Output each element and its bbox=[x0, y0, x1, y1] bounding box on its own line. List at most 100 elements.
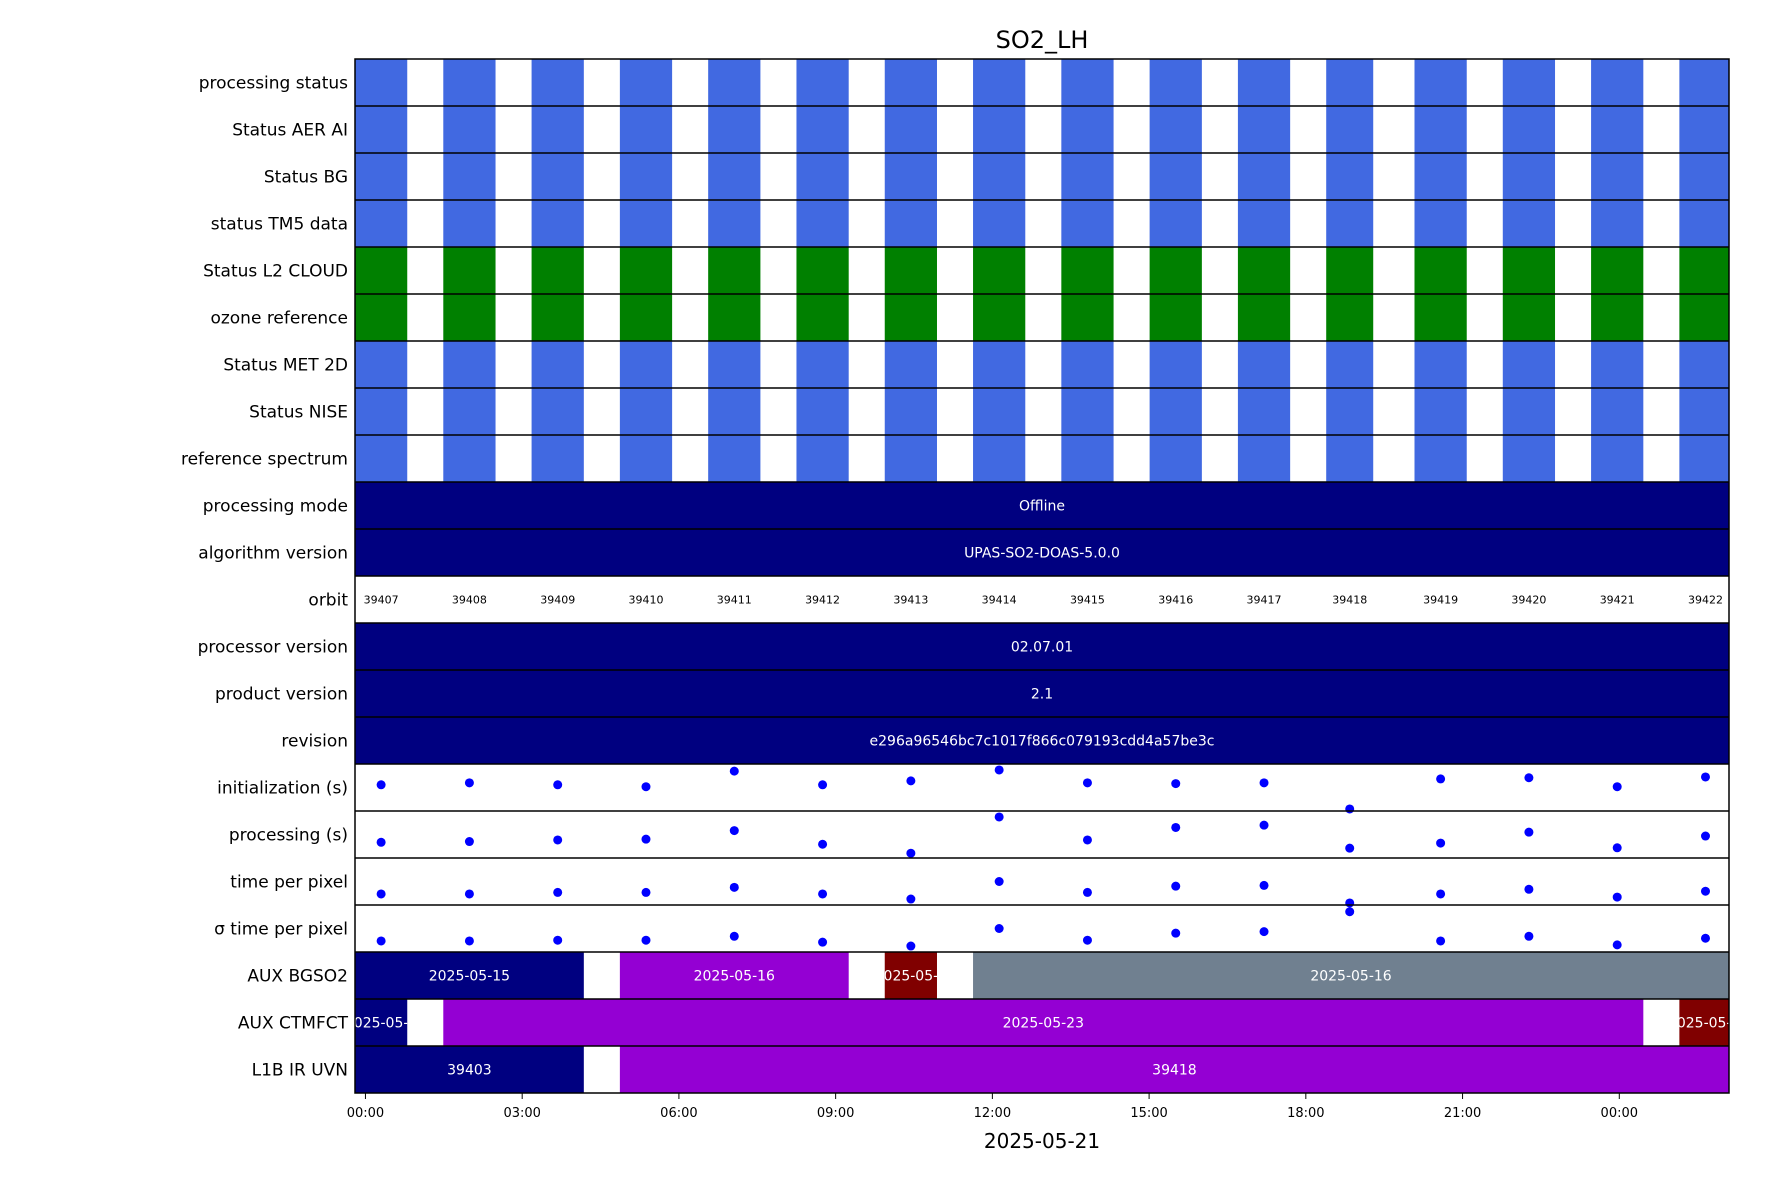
status-bar bbox=[1237, 200, 1291, 247]
status-bar bbox=[355, 294, 408, 341]
status-bar bbox=[1149, 59, 1202, 106]
status-bar bbox=[1061, 294, 1114, 341]
x-tick-label: 09:00 bbox=[817, 1106, 854, 1121]
aux-segment-label: 2025-05-2 bbox=[1668, 1016, 1740, 1032]
chart-title: SO2_LH bbox=[996, 26, 1089, 54]
status-bar bbox=[355, 59, 408, 106]
data-point bbox=[818, 889, 828, 899]
status-bar bbox=[1502, 388, 1556, 435]
status-bar bbox=[708, 200, 761, 247]
status-bar bbox=[973, 153, 1026, 200]
status-bar bbox=[708, 294, 761, 341]
data-point bbox=[553, 835, 563, 845]
data-point bbox=[1171, 928, 1181, 938]
data-point bbox=[1612, 843, 1622, 853]
data-point bbox=[818, 937, 828, 947]
data-point bbox=[1524, 773, 1534, 783]
status-bar bbox=[973, 200, 1026, 247]
aux-segment bbox=[355, 999, 408, 1046]
plot-frame bbox=[354, 58, 1730, 1094]
value-bar bbox=[355, 670, 1729, 717]
data-point bbox=[1524, 827, 1534, 837]
status-bar bbox=[1061, 435, 1114, 482]
status-bar bbox=[884, 247, 937, 294]
data-point bbox=[1171, 881, 1181, 891]
value-bar bbox=[355, 623, 1729, 670]
data-point bbox=[1700, 933, 1710, 943]
data-point bbox=[464, 778, 474, 788]
data-point bbox=[906, 894, 916, 904]
data-point bbox=[1700, 831, 1710, 841]
status-bar bbox=[1414, 59, 1467, 106]
aux-segment bbox=[443, 999, 1644, 1046]
row-label-processing-s: processing (s) bbox=[229, 826, 348, 846]
status-bar bbox=[531, 247, 584, 294]
row-label-time-per-pixel: time per pixel bbox=[230, 873, 348, 893]
status-bar bbox=[708, 106, 761, 153]
status-bar bbox=[619, 153, 673, 200]
status-bar bbox=[973, 247, 1026, 294]
x-tick-label: 18:00 bbox=[1287, 1106, 1324, 1121]
status-bar bbox=[796, 435, 849, 482]
status-bar bbox=[884, 106, 937, 153]
status-bar bbox=[1414, 106, 1467, 153]
data-point bbox=[1436, 889, 1446, 899]
x-tick-label: 00:00 bbox=[1601, 1106, 1638, 1121]
status-bar bbox=[1061, 106, 1114, 153]
aux-segment-label: 2025-05-16 bbox=[694, 969, 775, 985]
data-point bbox=[1524, 884, 1534, 894]
status-bar bbox=[1502, 294, 1556, 341]
status-bar bbox=[1149, 435, 1202, 482]
data-point bbox=[1345, 843, 1355, 853]
status-bar bbox=[531, 294, 584, 341]
status-bar bbox=[796, 388, 849, 435]
x-axis-label: 2025-05-21 bbox=[984, 1129, 1100, 1153]
status-bar bbox=[1237, 153, 1291, 200]
data-point bbox=[376, 780, 386, 790]
status-bar bbox=[1149, 153, 1202, 200]
data-point bbox=[994, 877, 1004, 886]
status-bar bbox=[1591, 106, 1644, 153]
row-label-reference-spectrum: reference spectrum bbox=[181, 450, 348, 470]
data-point bbox=[464, 837, 474, 847]
row-label-status-met-2d: Status MET 2D bbox=[223, 356, 348, 376]
status-bar bbox=[708, 435, 761, 482]
row-label-product-version: product version bbox=[215, 685, 348, 705]
status-bar bbox=[531, 435, 584, 482]
status-bar bbox=[619, 59, 673, 106]
status-bar bbox=[884, 200, 937, 247]
status-bar bbox=[884, 59, 937, 106]
status-bar bbox=[1414, 294, 1467, 341]
status-bar bbox=[355, 106, 408, 153]
status-bar bbox=[708, 247, 761, 294]
aux-segment bbox=[355, 952, 584, 999]
status-bar bbox=[1414, 200, 1467, 247]
status-bar bbox=[973, 388, 1026, 435]
status-bar bbox=[973, 59, 1026, 106]
row-label-status-tm5-data: status TM5 data bbox=[211, 215, 348, 235]
data-point bbox=[729, 931, 739, 941]
status-bar bbox=[1591, 388, 1644, 435]
data-point bbox=[1171, 822, 1181, 832]
status-bar bbox=[1679, 200, 1729, 247]
row-label-l1b-ir-uvn: L1B IR UVN bbox=[252, 1061, 348, 1081]
status-bar bbox=[1326, 106, 1374, 153]
row-label-status-aer-ai: Status AER AI bbox=[232, 121, 348, 141]
aux-segment bbox=[973, 952, 1729, 999]
status-bar bbox=[355, 200, 408, 247]
orbit-label: 39411 bbox=[717, 594, 752, 607]
orbit-label: 39407 bbox=[364, 594, 399, 607]
status-bar bbox=[443, 341, 496, 388]
value-bar bbox=[355, 529, 1729, 576]
status-bar bbox=[1149, 106, 1202, 153]
orbit-label: 39421 bbox=[1600, 594, 1635, 607]
data-point bbox=[1082, 935, 1092, 945]
status-bar bbox=[443, 388, 496, 435]
status-bar bbox=[796, 341, 849, 388]
status-bar bbox=[443, 200, 496, 247]
row-label-processing-mode: processing mode bbox=[203, 497, 348, 517]
status-bar bbox=[1679, 247, 1729, 294]
status-bar bbox=[1502, 153, 1556, 200]
aux-segment bbox=[619, 1046, 1729, 1093]
status-bar bbox=[1679, 106, 1729, 153]
